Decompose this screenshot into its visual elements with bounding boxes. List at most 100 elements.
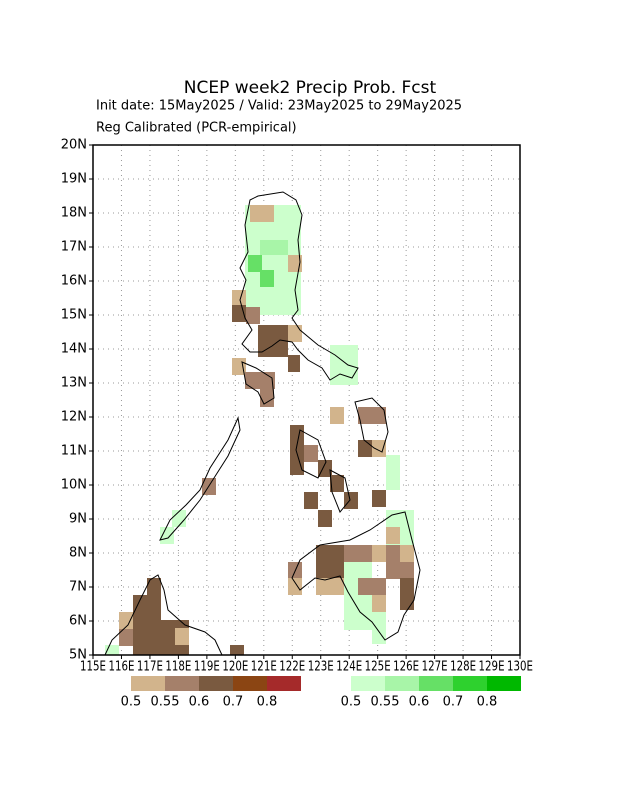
coastline <box>354 397 389 453</box>
x-tick-label: 120E <box>222 660 248 675</box>
y-tick-label: 13N <box>61 376 87 391</box>
cell <box>246 307 260 324</box>
colorbar-swatch <box>165 676 199 691</box>
cell <box>386 562 414 579</box>
cell <box>318 510 332 527</box>
y-tick-label: 10N <box>61 478 87 493</box>
cell <box>372 545 386 562</box>
colorbar-label: 0.5 <box>341 695 362 710</box>
colorbar-label: 0.5 <box>121 695 142 710</box>
cell <box>358 578 372 595</box>
y-tick-label: 15N <box>61 308 87 323</box>
colorbar-label: 0.7 <box>223 695 244 710</box>
x-tick-label: 115E <box>80 660 106 675</box>
cell <box>260 240 288 255</box>
colorbar-swatch <box>267 676 301 691</box>
x-tick-label: 125E <box>365 660 391 675</box>
cell <box>316 578 344 595</box>
cell <box>344 562 372 630</box>
cell <box>386 545 400 562</box>
y-tick-label: 9N <box>69 512 87 527</box>
y-tick-label: 12N <box>61 410 87 425</box>
cell <box>316 545 344 562</box>
y-tick-label: 11N <box>61 444 87 459</box>
cell <box>330 475 344 492</box>
cell <box>119 612 133 629</box>
cell <box>358 407 386 424</box>
colorbar-swatch <box>419 676 453 691</box>
colorbar-swatch <box>351 676 385 691</box>
cell <box>250 205 274 222</box>
x-tick-label: 116E <box>108 660 134 675</box>
cell <box>172 510 186 527</box>
cell <box>105 645 119 655</box>
y-tick-label: 7N <box>69 580 87 595</box>
colorbar-label: 0.8 <box>477 695 498 710</box>
x-tick-label: 119E <box>194 660 220 675</box>
cell <box>160 527 174 544</box>
cell <box>372 595 386 612</box>
y-tick-label: 14N <box>61 342 87 357</box>
cell <box>248 255 262 272</box>
y-tick-label: 8N <box>69 546 87 561</box>
cell <box>119 629 133 646</box>
cell <box>245 372 275 389</box>
x-tick-label: 129E <box>479 660 505 675</box>
colorbar-label: 0.6 <box>409 695 430 710</box>
cell <box>372 440 386 457</box>
x-tick-label: 126E <box>393 660 419 675</box>
subtitle: Reg Calibrated (PCR-empirical) <box>96 121 297 136</box>
colorbar-label: 0.8 <box>257 695 278 710</box>
cell <box>288 325 302 342</box>
colorbar-swatch <box>385 676 419 691</box>
coastline <box>159 416 241 541</box>
y-tick-label: 18N <box>61 206 87 221</box>
colorbar-label: 0.6 <box>189 695 210 710</box>
colorbar-swatch <box>199 676 233 691</box>
y-tick-label: 20N <box>61 138 87 153</box>
cell <box>318 460 332 477</box>
cell <box>288 578 302 595</box>
x-tick-label: 122E <box>279 660 305 675</box>
title: NCEP week2 Precip Prob. Fcst <box>184 78 437 98</box>
shading <box>105 205 414 655</box>
cell <box>175 628 189 645</box>
colorbar-swatch <box>453 676 487 691</box>
cell <box>386 455 400 490</box>
x-tick-label: 118E <box>165 660 191 675</box>
coastline <box>104 574 223 656</box>
coastline <box>295 429 327 479</box>
colorbar-label: 0.55 <box>151 695 180 710</box>
cell <box>133 595 161 655</box>
cell <box>400 578 414 610</box>
colorbar-swatch <box>233 676 267 691</box>
x-tick-label: 130E <box>507 660 533 675</box>
coastline <box>239 191 359 381</box>
coastline <box>104 191 421 656</box>
cell <box>316 562 344 579</box>
y-tick-label: 16N <box>61 274 87 289</box>
cell <box>290 425 304 475</box>
colorbar-swatch <box>131 676 165 691</box>
coastline <box>329 469 351 513</box>
cell <box>330 407 344 424</box>
x-tick-label: 117E <box>137 660 163 675</box>
coastline <box>291 511 421 641</box>
cell <box>358 440 372 457</box>
x-tick-label: 128E <box>450 660 476 675</box>
y-tick-label: 6N <box>69 614 87 629</box>
x-tick-label: 124E <box>336 660 362 675</box>
cell <box>330 345 358 385</box>
colorbars: 0.5 0.55 0.6 0.7 0.8 0.5 0.55 0.6 0.7 0.8 <box>121 676 521 710</box>
y-tick-label: 17N <box>61 240 87 255</box>
colorbar-label: 0.7 <box>443 695 464 710</box>
x-tick-label: 121E <box>251 660 277 675</box>
cell <box>372 578 386 595</box>
cell <box>260 270 274 287</box>
coastline <box>241 361 275 405</box>
cell <box>304 492 318 509</box>
cell <box>344 492 358 509</box>
colorbar-swatch <box>487 676 521 691</box>
cell <box>372 490 386 507</box>
